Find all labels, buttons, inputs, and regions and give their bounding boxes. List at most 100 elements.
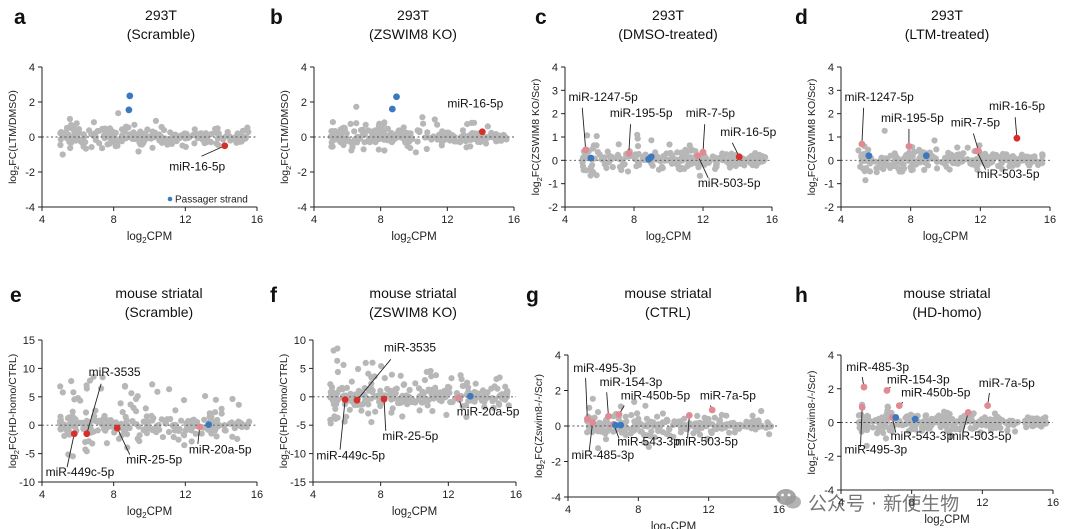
panel-a: a 293T (Scramble) 4 8 12 16 -4 -2 0 2 4 log2CPM log2F… bbox=[7, 6, 263, 245]
annotation-label: miR-16-5p bbox=[720, 125, 776, 139]
background-point bbox=[593, 172, 600, 179]
y-tick-label: 3 bbox=[828, 85, 834, 97]
highlight-point bbox=[589, 419, 597, 426]
background-point bbox=[704, 435, 711, 442]
background-point bbox=[359, 126, 366, 133]
x-tick-label: 16 bbox=[508, 214, 520, 226]
background-point bbox=[149, 381, 156, 388]
background-point bbox=[579, 158, 586, 165]
background-point bbox=[104, 141, 111, 148]
background-point bbox=[462, 402, 469, 409]
panel-title: 293T bbox=[931, 7, 963, 23]
background-point bbox=[180, 397, 188, 404]
background-point bbox=[423, 145, 430, 153]
background-point bbox=[648, 428, 655, 435]
background-point bbox=[166, 386, 173, 393]
background-point bbox=[198, 430, 205, 437]
background-point bbox=[1021, 417, 1029, 425]
background-point bbox=[434, 394, 442, 401]
background-point bbox=[859, 165, 867, 172]
background-point bbox=[933, 158, 940, 165]
background-point bbox=[944, 427, 951, 434]
background-point bbox=[160, 127, 168, 134]
annotation-label: miR-7a-5p bbox=[979, 376, 1035, 390]
background-point bbox=[115, 110, 122, 117]
background-point bbox=[175, 436, 182, 443]
background-point bbox=[229, 433, 236, 440]
y-tick-label: 4 bbox=[552, 62, 558, 74]
background-point bbox=[622, 432, 629, 439]
background-point bbox=[905, 157, 912, 164]
background-point bbox=[341, 128, 348, 136]
background-point bbox=[72, 130, 79, 137]
background-point bbox=[331, 396, 338, 403]
background-point bbox=[676, 156, 684, 163]
panel-b: b 293T (ZSWIM8 KO) 4 8 12 16 -4 -2 0 2 4 log2CPM log2… bbox=[270, 6, 520, 245]
y-tick-label: -5 bbox=[25, 449, 35, 461]
background-point bbox=[604, 421, 611, 428]
background-point bbox=[236, 422, 243, 429]
background-point bbox=[942, 156, 949, 163]
background-point bbox=[136, 432, 143, 439]
x-tick-label: 16 bbox=[773, 504, 785, 516]
x-tick-label: 16 bbox=[766, 214, 778, 226]
background-point bbox=[746, 154, 753, 161]
background-point bbox=[991, 155, 998, 162]
background-point bbox=[967, 425, 974, 432]
highlight-point bbox=[605, 412, 612, 420]
background-point bbox=[69, 408, 76, 415]
annotation-label: miR-25-5p bbox=[382, 429, 438, 443]
background-point bbox=[985, 421, 992, 428]
background-point bbox=[933, 165, 941, 172]
annotation-label: miR-7a-5p bbox=[700, 388, 756, 402]
background-point bbox=[178, 417, 185, 424]
highlight-point bbox=[353, 396, 361, 404]
background-point bbox=[994, 419, 1001, 426]
background-point bbox=[615, 141, 622, 148]
annotation-label: miR-154-3p bbox=[887, 373, 950, 387]
background-point bbox=[858, 422, 866, 429]
panel-subtitle: (DMSO-treated) bbox=[618, 26, 718, 42]
background-point bbox=[667, 149, 674, 157]
annotation-leader-line bbox=[1014, 117, 1018, 139]
highlight-point bbox=[70, 430, 78, 438]
background-point bbox=[924, 417, 931, 424]
background-point bbox=[360, 146, 367, 153]
y-axis-label: log2FC(ZSWIM8 KO/Scr) bbox=[530, 79, 544, 196]
background-point bbox=[425, 396, 432, 403]
annotation-label: miR-20a-5p bbox=[189, 443, 252, 457]
background-point bbox=[645, 422, 652, 429]
y-tick-label: 4 bbox=[828, 350, 834, 362]
panel-subtitle: (LTM-treated) bbox=[905, 26, 990, 42]
background-point bbox=[898, 160, 905, 167]
y-tick-label: 4 bbox=[828, 62, 834, 74]
background-point bbox=[128, 390, 135, 397]
background-point bbox=[233, 139, 240, 146]
background-point bbox=[694, 412, 701, 419]
background-point bbox=[368, 374, 375, 381]
background-point bbox=[102, 427, 109, 434]
background-point bbox=[443, 411, 450, 418]
background-point bbox=[226, 133, 233, 140]
x-axis-label: log2CPM bbox=[391, 231, 436, 245]
background-point bbox=[149, 417, 156, 424]
highlight-point bbox=[699, 148, 707, 156]
y-tick-label: 0 bbox=[828, 155, 834, 167]
background-point bbox=[346, 406, 353, 413]
background-point bbox=[634, 131, 641, 138]
y-tick-label: -10 bbox=[19, 477, 35, 489]
background-point bbox=[471, 398, 478, 405]
background-point bbox=[343, 413, 350, 420]
highlight-point bbox=[583, 415, 591, 423]
background-point bbox=[495, 400, 502, 407]
y-tick-label: 15 bbox=[23, 335, 35, 347]
background-point bbox=[887, 152, 894, 159]
x-tick-label: 8 bbox=[631, 214, 637, 226]
background-point bbox=[725, 160, 732, 167]
background-point bbox=[499, 135, 507, 142]
annotation-leader-line bbox=[116, 427, 131, 455]
highlight-point bbox=[735, 153, 743, 161]
y-axis-label: log2FC(HD-homo/CTRL) bbox=[7, 354, 21, 468]
background-point bbox=[1011, 428, 1019, 435]
background-point bbox=[77, 138, 84, 145]
